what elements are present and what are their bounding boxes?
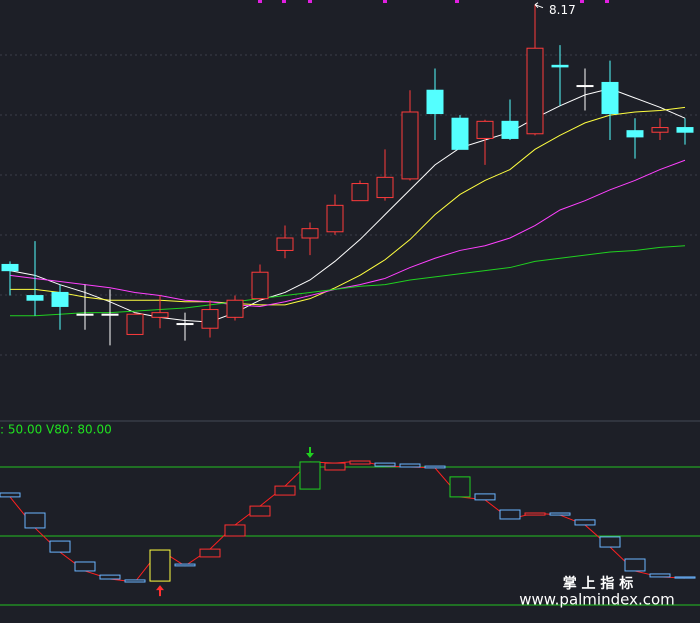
indicator-box <box>99 574 121 580</box>
candle-body <box>576 85 594 88</box>
indicator-box <box>374 462 396 467</box>
candle-body <box>626 130 644 138</box>
candle-body <box>251 271 269 300</box>
top-mark <box>308 0 312 3</box>
indicator-box <box>174 563 196 567</box>
ma-line <box>10 106 686 306</box>
indicator-box <box>474 493 496 501</box>
indicator-box <box>249 505 271 517</box>
top-mark <box>605 0 609 3</box>
annotation: 8.17 <box>549 3 576 17</box>
top-mark <box>383 0 387 3</box>
candle-body <box>376 176 394 199</box>
top-mark <box>455 0 459 3</box>
indicator-box <box>449 476 471 498</box>
candle-body <box>51 291 69 307</box>
indicator-box <box>499 509 521 520</box>
candle-body <box>551 64 569 68</box>
indicator-box <box>674 576 696 579</box>
top-mark <box>282 0 286 3</box>
indicator-box <box>74 561 96 572</box>
top-marks <box>258 0 609 3</box>
indicator-box <box>199 548 221 558</box>
top-mark <box>258 0 262 3</box>
watermark-url: www.palmindex.com <box>519 591 675 609</box>
candle-body <box>326 204 344 233</box>
indicator-box <box>324 462 346 471</box>
indicator-box <box>274 485 296 496</box>
candle-body <box>451 117 469 150</box>
candle-body <box>426 89 444 115</box>
candle-body <box>101 313 119 316</box>
candle-body <box>26 295 44 301</box>
candle-body <box>676 127 694 133</box>
indicator-box <box>599 536 621 548</box>
indicator-line <box>9 460 686 583</box>
indicator-box <box>299 461 321 490</box>
indicator-box <box>574 519 596 526</box>
ma-line <box>9 88 686 323</box>
candle-body <box>651 127 669 133</box>
candle-body <box>201 309 219 329</box>
indicator-box <box>399 463 421 468</box>
indicator-box <box>49 540 71 553</box>
indicator-box <box>149 549 171 582</box>
candle-body <box>301 228 319 239</box>
indicator-box <box>24 512 46 529</box>
candle-body <box>601 81 619 115</box>
indicator-box <box>224 524 246 537</box>
candle-body <box>526 47 544 135</box>
candle-body <box>1 263 19 272</box>
candle-body <box>76 313 94 316</box>
candle-body <box>226 299 244 318</box>
indicator-box <box>624 558 646 572</box>
ma-line <box>9 159 686 307</box>
sell-arrow <box>306 446 314 458</box>
indicator-box <box>349 460 371 465</box>
candle-body <box>276 237 294 251</box>
grid <box>0 54 700 356</box>
ma-line <box>10 245 686 317</box>
candle-body <box>351 183 369 202</box>
indicator-box <box>0 492 21 498</box>
watermark-title: 掌 上 指 标 <box>563 575 634 592</box>
indicator-box <box>124 579 146 583</box>
buy-arrow <box>156 585 164 597</box>
candle-body <box>501 120 519 139</box>
annotation-arrow <box>534 2 544 9</box>
indicator-box <box>424 465 446 469</box>
indicator-label: : 50.00 V80: 80.00 <box>0 423 112 437</box>
top-mark <box>580 0 584 3</box>
candle-body <box>401 111 419 180</box>
indicator-box <box>549 512 571 516</box>
candle-body <box>126 313 144 335</box>
indicator-box <box>649 573 671 578</box>
indicator-box <box>524 512 546 516</box>
candle-body <box>176 323 194 326</box>
candle-body <box>151 312 169 318</box>
candle-body <box>476 120 494 139</box>
